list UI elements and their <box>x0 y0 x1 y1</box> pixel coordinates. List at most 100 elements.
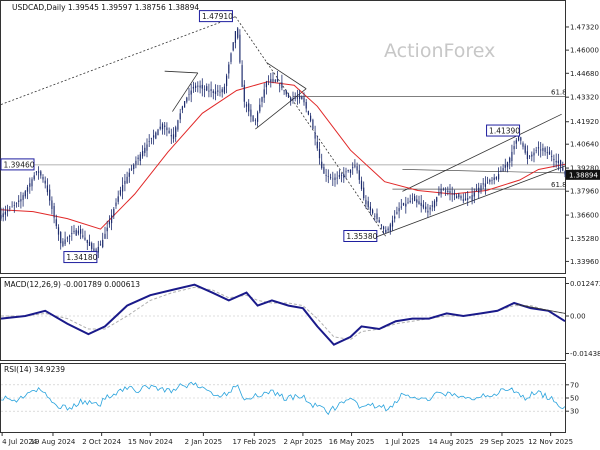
candle-body <box>489 179 491 182</box>
macd-y-label: -0.014389 <box>570 350 600 358</box>
candle-body <box>66 237 68 239</box>
candle-body <box>352 167 354 169</box>
x-tick-label: 19 Aug 2024 <box>31 438 76 446</box>
candle-body <box>513 146 515 150</box>
candle-body <box>553 158 555 161</box>
candle-body <box>336 177 338 179</box>
candle-body <box>502 168 504 172</box>
macd-y-label: 0.012472 <box>570 280 600 288</box>
candle-body <box>389 224 391 232</box>
candle-body <box>86 239 88 243</box>
candle-body <box>219 91 221 93</box>
candle-body <box>217 90 219 92</box>
candle-body <box>460 196 462 199</box>
candle-body <box>4 211 6 215</box>
candle-body <box>150 138 152 139</box>
candle-body <box>542 148 544 151</box>
candle-body <box>376 213 378 220</box>
candle-body <box>318 149 321 159</box>
candle-body <box>407 202 409 203</box>
last-price-box <box>566 169 600 180</box>
candle-body <box>420 202 422 206</box>
candle-body <box>396 212 398 214</box>
candle-body <box>451 193 453 194</box>
candle-body <box>418 201 420 205</box>
candle-body <box>544 148 546 152</box>
candle-body <box>239 34 241 63</box>
candle-body <box>522 143 524 147</box>
candle-body <box>526 151 528 159</box>
candle-body <box>422 204 424 208</box>
price-y-label: 1.47320 <box>570 23 599 31</box>
candle-body <box>64 239 66 245</box>
candle-body <box>462 199 464 201</box>
moving-average-line <box>0 81 566 230</box>
candle-body <box>560 160 562 167</box>
candle-body <box>272 78 274 82</box>
candle-body <box>449 191 451 193</box>
rsi-y-label: 50 <box>570 395 579 403</box>
candle-body <box>316 141 318 149</box>
candle-body <box>394 216 396 219</box>
candle-body <box>263 89 265 98</box>
candle-body <box>155 132 157 139</box>
candle-body <box>99 244 102 246</box>
candle-body <box>252 115 254 122</box>
candle-body <box>44 180 46 184</box>
candle-body <box>365 199 367 205</box>
candle-body <box>464 198 467 201</box>
candle-body <box>480 185 482 191</box>
candle-body <box>323 167 325 174</box>
candle-body <box>60 232 62 244</box>
candle-body <box>201 84 203 89</box>
candle-body <box>345 171 347 173</box>
candle-body <box>135 160 137 165</box>
candle-body <box>447 190 449 192</box>
x-tick-label: 2 Jan 2025 <box>185 438 223 446</box>
candle-body <box>546 152 548 154</box>
candle-body <box>471 195 473 201</box>
candle-body <box>341 175 343 176</box>
candle-body <box>327 176 329 177</box>
candle-body <box>230 53 232 62</box>
candles <box>0 27 566 259</box>
candle-body <box>537 147 540 149</box>
candle-body <box>115 202 117 207</box>
candle-body <box>259 104 261 112</box>
candle-body <box>287 94 290 98</box>
candle-body <box>540 149 542 151</box>
rsi-line <box>0 381 566 416</box>
candle-body <box>261 97 263 102</box>
candle-body <box>442 189 444 191</box>
watermark: ActionForex <box>384 40 495 62</box>
candle-body <box>24 191 26 197</box>
x-tick-label: 15 Nov 2024 <box>128 438 173 446</box>
candle-body <box>97 246 99 253</box>
candle-body <box>22 195 24 200</box>
price-annotation-box <box>486 124 521 137</box>
price-y-label: 1.44680 <box>570 70 599 78</box>
candle-body <box>473 192 475 197</box>
macd-y-label: 0.00 <box>570 313 586 321</box>
candle-body <box>146 144 148 151</box>
candle-body <box>467 198 469 200</box>
candle-body <box>498 174 500 180</box>
candle-body <box>409 200 411 202</box>
candle-body <box>234 31 236 43</box>
candle-body <box>245 104 248 107</box>
candle-body <box>281 82 283 89</box>
candle-body <box>500 170 502 172</box>
candle-body <box>518 134 520 141</box>
channel-mid-line <box>402 169 566 174</box>
rsi-pane <box>0 363 566 433</box>
price-annotation-label: 1.47910 <box>202 12 233 21</box>
candle-body <box>2 213 4 218</box>
candle-body <box>164 125 166 127</box>
price-y-label: 1.40640 <box>570 141 599 149</box>
candle-body <box>482 183 484 185</box>
candle-body <box>108 221 110 225</box>
candle-body <box>195 85 197 88</box>
candle-body <box>33 175 35 180</box>
rsi-title: RSI(14) 34.9239 <box>4 365 65 374</box>
